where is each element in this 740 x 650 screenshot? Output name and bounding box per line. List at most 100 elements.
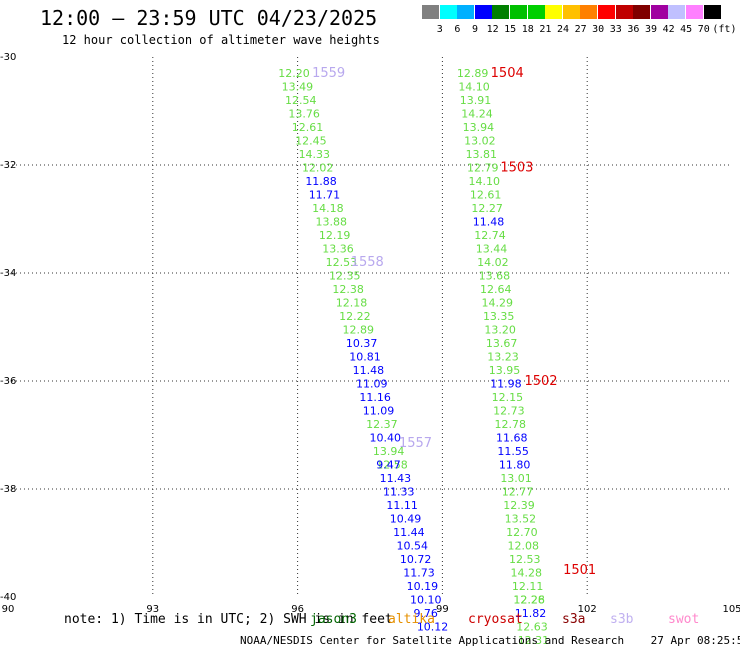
satellite-altika: altika [388,612,435,627]
legend-swatch [527,5,545,19]
data-point: 10.54 [397,540,429,553]
data-point: 10.49 [390,513,422,526]
data-point: 12.11 [512,580,544,593]
data-point: 11.80 [499,459,531,472]
data-point: 13.01 [500,472,532,485]
data-point: 13.44 [476,243,508,256]
data-point: 14.24 [461,108,493,121]
legend-swatch [686,5,703,19]
legend-label: 12 [486,24,499,35]
data-point: 12.53 [326,256,358,269]
legend-label: 36 [627,24,640,35]
legend-swatch [545,5,563,19]
data-point: 10.72 [400,553,432,566]
data-point: 12.28 [513,594,545,607]
data-point: 11.09 [356,378,388,391]
x-tick-label: 90 [2,604,15,615]
data-point: 10.10 [410,594,442,607]
legend-swatch [650,5,668,19]
data-point: 12.64 [480,283,512,296]
data-point: 14.02 [477,256,509,269]
data-point: 13.81 [466,148,498,161]
legend-label: 42 [662,24,675,35]
footer-credit: NOAA/NESDIS Center for Satellite Applica… [240,634,740,647]
data-point: 11.43 [380,472,412,485]
legend-label: 45 [680,24,693,35]
data-point: 12.77 [502,486,534,499]
data-point: 13.52 [505,513,537,526]
data-point: 14.28 [510,567,542,580]
data-point: 11.33 [383,486,415,499]
legend-swatch [580,5,598,19]
track-label: 1504 [491,66,524,81]
legend-unit: (ft) [712,24,737,35]
data-point: 10.37 [346,337,378,350]
legend-label: 21 [539,24,552,35]
data-point: 12.37 [366,418,398,431]
y-tick-label: -30 [0,52,16,63]
note-text: note: 1) Time is in UTC; 2) SWH is in fe… [64,612,393,627]
data-point: 11.44 [393,526,425,539]
data-point: 12.89 [342,324,374,337]
data-point: 11.68 [496,432,528,445]
track-label: 1559 [312,66,345,81]
legend-swatch [422,5,439,19]
legend-label: 39 [644,24,658,35]
data-point: 12.15 [492,391,523,404]
data-point: 12.45 [295,135,327,148]
track-label: 1557 [399,436,432,451]
legend-swatch [474,5,492,19]
legend-label: 6 [454,24,461,35]
legend-label: 33 [609,24,622,35]
legend-swatch [668,5,686,19]
data-point: 13.76 [288,108,320,121]
data-point: 12.63 [516,621,548,634]
y-tick-label: -40 [0,592,16,603]
data-point: 12.20 [278,67,310,80]
data-point: 12.26 [513,594,545,607]
satellite-jason3: jason3 [310,612,357,627]
data-point: 11.48 [473,216,505,229]
data-point: 12.61 [470,189,502,202]
data-point: 13.94 [463,121,495,134]
data-point: 12.58 [376,459,408,472]
data-point: 13.49 [282,81,314,94]
x-tick-label: 99 [436,604,449,615]
legend-swatch [615,5,633,19]
data-point: 13.36 [322,243,354,256]
data-point: 12.35 [329,270,361,283]
data-point: 10.12 [417,621,449,634]
x-tick-label: 105 [722,604,740,615]
data-point: 11.73 [403,567,435,580]
satellite-s3b: s3b [610,612,634,627]
chart-subtitle: 12 hour collection of altimeter wave hei… [62,33,380,47]
data-point: 12.70 [506,526,538,539]
data-point: 11.48 [353,364,385,377]
data-point: 12.18 [336,297,368,310]
satellite-swot: swot [668,612,700,627]
legend-swatch [562,5,580,19]
data-point: 12.31 [518,634,550,647]
data-point: 14.18 [312,202,344,215]
data-point: 9.76 [413,607,438,620]
satellite-cryosat: cryosat [468,612,523,627]
legend-swatch [492,5,510,19]
legend-label: 3 [436,24,443,35]
data-point: 12.73 [493,405,524,418]
data-point: 12.54 [285,94,317,107]
legend-swatch [598,5,615,19]
track-label: 1501 [563,563,596,578]
legend-label: 18 [521,24,534,35]
legend-label: 9 [471,24,479,35]
y-tick-label: -32 [0,160,16,171]
data-point: 13.35 [483,310,514,323]
data-point: 11.98 [490,378,521,391]
track-label: 1558 [351,255,384,270]
data-point: 14.33 [299,148,331,161]
track-label: 1502 [524,374,557,389]
legend-label: 30 [592,24,605,35]
legend-label: 15 [504,24,517,35]
data-point: 12.22 [339,310,371,323]
data-point: 13.20 [484,324,515,337]
